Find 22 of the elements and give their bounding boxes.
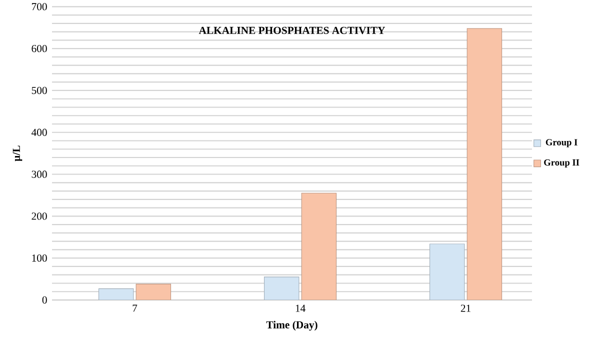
y-tick-label: 0 <box>42 296 47 304</box>
y-tick-label: 500 <box>32 86 47 94</box>
y-tick-label: 200 <box>32 212 47 220</box>
bar <box>301 192 337 300</box>
legend-label: Group II <box>544 159 580 168</box>
y-axis-title: µ/L <box>12 146 22 162</box>
y-tick-label: 300 <box>32 170 47 178</box>
legend-label: Group I <box>546 139 578 148</box>
bar <box>466 28 502 300</box>
x-tick-label: 14 <box>296 304 306 312</box>
x-axis-title: Time (Day) <box>266 320 318 331</box>
y-tick-label: 400 <box>32 128 47 136</box>
bar <box>98 288 134 300</box>
x-tick-label: 21 <box>460 304 470 312</box>
bar <box>264 276 300 300</box>
y-tick-label: 600 <box>32 44 47 52</box>
x-tick-label: 7 <box>132 304 138 312</box>
text: ALKALINE PHOSPHATES ACTIVITY <box>198 26 386 34</box>
y-tick-label: 100 <box>32 254 47 262</box>
y-tick-label: 700 <box>32 3 47 10</box>
bar <box>430 244 465 300</box>
bar <box>136 284 172 300</box>
